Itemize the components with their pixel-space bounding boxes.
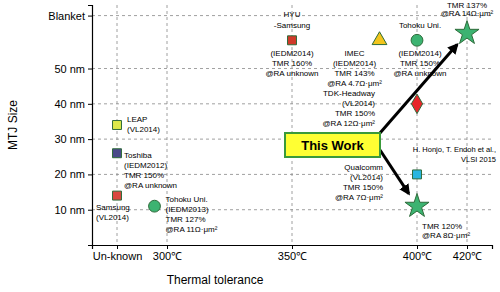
y-grid-line xyxy=(92,103,492,104)
y-tick-label: 30 nm xyxy=(54,133,85,145)
y-tick-mark xyxy=(88,16,92,17)
point-annotation: @RA 11Ω·μm² xyxy=(166,225,218,234)
x-axis-line xyxy=(93,246,493,250)
point xyxy=(405,194,429,217)
point-annotation: @RA 8Ω·μm² xyxy=(422,231,470,240)
x-tick: 350℃ xyxy=(278,245,307,262)
y-tick: 30 nm xyxy=(54,133,92,145)
point-annotation: TDK-Headway xyxy=(323,89,375,98)
x-tick: Un-known xyxy=(93,245,143,262)
point-annotation: Tohoku Uni. xyxy=(166,195,208,204)
x-tick-label: 400℃ xyxy=(403,250,432,262)
point-annotation: (IEDM2014) xyxy=(270,49,313,58)
point-annotation: @RA 4.7Ω·μm² xyxy=(327,79,382,88)
point xyxy=(113,149,122,158)
x-tick-label: Un-known xyxy=(93,250,143,262)
point-annotation: @RA 14Ω·μm² xyxy=(441,9,494,18)
series-label: This Work xyxy=(301,138,364,153)
x-tick: 300℃ xyxy=(153,245,182,262)
point-annotation: -Samsung xyxy=(274,21,310,30)
point-annotation: Tohoku Uni. xyxy=(399,21,441,30)
point-annotation: Toshiba xyxy=(124,151,152,160)
marks xyxy=(113,21,480,217)
point-annotation: TMR 120% xyxy=(422,222,462,231)
x-axis: Un-known 300℃ 350℃ 400℃ 420℃ xyxy=(93,245,493,262)
point-annotation: @RA 7Ω·μm² xyxy=(335,193,383,202)
x-tick-label: 300℃ xyxy=(153,250,182,262)
point-annotation: (VL2014) xyxy=(342,99,375,108)
point xyxy=(288,36,297,45)
y-tick: 10 nm xyxy=(54,204,92,216)
y-tick: 50 nm xyxy=(54,63,92,75)
y-tick-mark xyxy=(88,210,92,211)
point-annotation: TMR 143% xyxy=(334,69,374,78)
y-tick-mark xyxy=(88,69,92,70)
point xyxy=(113,191,122,200)
x-tick-mark xyxy=(292,245,293,249)
y-axis-title: MTJ Size xyxy=(6,100,20,150)
point-annotation: TMR 150% xyxy=(343,183,383,192)
point-annotation: LEAP xyxy=(127,115,147,124)
arrow xyxy=(380,150,409,194)
point-annotation: (IEDM2014) xyxy=(333,59,376,68)
chart-svg: Un-known 300℃ 350℃ 400℃ 420℃ 10 nm 20 nm 30 nm 4… xyxy=(0,0,500,292)
x-grid-line xyxy=(467,5,468,245)
point-annotation: IMEC xyxy=(345,49,365,58)
point xyxy=(113,121,122,130)
y-tick-label: 10 nm xyxy=(54,204,85,216)
point-annotation: HYU xyxy=(284,10,301,19)
y-axis-line xyxy=(88,6,93,246)
point-annotation: (IEDM2013) xyxy=(166,205,209,214)
point xyxy=(411,34,423,46)
annotations: LEAP(VL2014)Toshiba(IEDM2012)TMR 150%@RA… xyxy=(96,1,494,240)
x-tick-mark xyxy=(467,245,468,249)
chart: Un-known 300℃ 350℃ 400℃ 420℃ 10 nm 20 nm 30 nm 4… xyxy=(0,0,500,292)
point-annotation: (VL2014) xyxy=(96,213,129,222)
point-annotation: (IEDM2014) xyxy=(398,49,441,58)
point-annotation: TMR 160% xyxy=(272,59,312,68)
point-annotation: TMR 150% xyxy=(335,109,375,118)
label-box xyxy=(285,133,380,157)
y-tick: 40 nm xyxy=(54,98,92,110)
y-tick-mark xyxy=(88,174,92,175)
citation: VLSI 2015 xyxy=(461,155,496,164)
grid xyxy=(92,5,492,245)
x-tick-label: 350℃ xyxy=(278,250,307,262)
point xyxy=(149,200,161,212)
y-tick-label: 20 nm xyxy=(54,168,85,180)
point-annotation: Qualcomm xyxy=(344,163,383,172)
x-tick: 420℃ xyxy=(453,245,482,262)
x-axis-title: Thermal tolerance xyxy=(167,273,264,287)
y-tick: 20 nm xyxy=(54,168,92,180)
point-annotation: @RA unknown xyxy=(265,69,318,78)
y-axis: 10 nm 20 nm 30 nm 40 nm 50 nm Blanket xyxy=(48,6,92,246)
x-tick-label: 420℃ xyxy=(453,250,482,262)
x-tick-mark xyxy=(117,245,118,249)
point-annotation: TMR 127% xyxy=(166,215,206,224)
x-tick: 400℃ xyxy=(403,245,432,262)
point-annotation: Samsung xyxy=(96,203,130,212)
point-annotation: (IEDM2012) xyxy=(124,161,167,170)
point xyxy=(372,32,387,45)
point-annotation: @RA unknown xyxy=(393,69,446,78)
point xyxy=(455,21,479,44)
point-annotation: @RA 12Ω·μm² xyxy=(323,119,376,128)
y-tick-label: Blanket xyxy=(48,10,85,22)
point-annotation: (VL2014) xyxy=(350,173,383,182)
point-annotation: TMR 150% xyxy=(400,59,440,68)
citation: H. Honjo, T. Endoh et al., xyxy=(413,145,496,154)
y-tick: Blanket xyxy=(48,10,92,22)
point xyxy=(413,170,422,179)
y-tick-mark xyxy=(88,139,92,140)
point-annotation: (VL2014) xyxy=(127,125,160,134)
x-tick-mark xyxy=(417,245,418,249)
point-annotation: TMR 150% xyxy=(124,171,164,180)
arrow xyxy=(380,45,457,133)
y-tick-label: 40 nm xyxy=(54,98,85,110)
x-tick-mark xyxy=(167,245,168,249)
y-tick-label: 50 nm xyxy=(54,63,85,75)
y-tick-mark xyxy=(88,104,92,105)
point-annotation: @RA unknown xyxy=(124,181,177,190)
